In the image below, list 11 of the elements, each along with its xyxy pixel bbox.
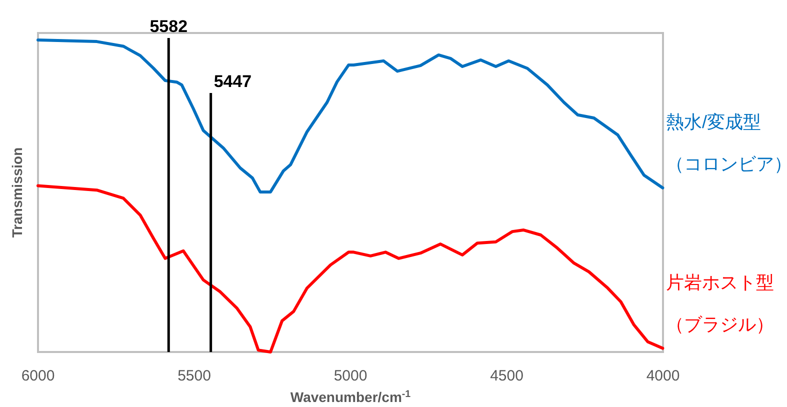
text: 片岩ホスト型（ブラジル） [666,272,774,334]
x-tick-label: 5000 [334,368,368,385]
y-axis-title: Transmission [9,147,25,238]
x-tick-label: 4000 [646,368,680,385]
x-tick-label: 6000 [21,368,55,385]
text: 熱水/変成型（コロンビア） [666,112,787,174]
x-axis-title: Wavenumber/cm$^{-1}$ [290,388,412,405]
x-tick-label: 5500 [178,368,211,385]
ref-line-label: 5447 [214,72,252,91]
x-tick-label: 4500 [490,368,524,385]
ref-line-label: 5582 [150,17,188,36]
